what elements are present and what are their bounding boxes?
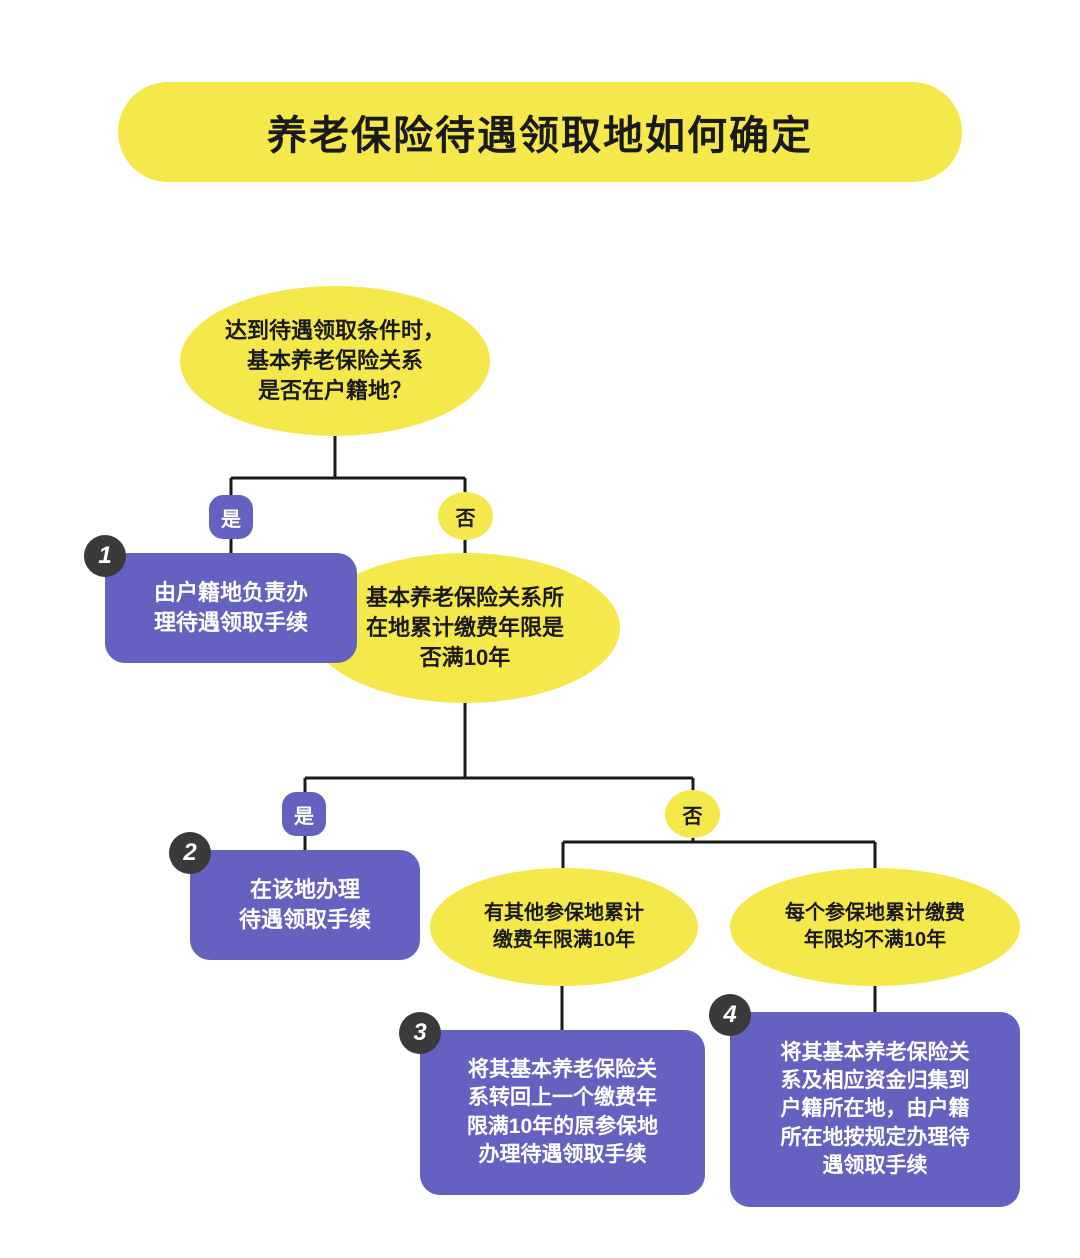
- label-yes-1: 是: [209, 495, 253, 539]
- result-3-text: 将其基本养老保险关系转回上一个缴费年限满10年的原参保地办理待遇领取手续: [467, 1056, 658, 1169]
- badge-3: 3: [399, 1012, 441, 1054]
- condition-q3a: 有其他参保地累计缴费年限满10年: [430, 868, 698, 986]
- result-box-1: 由户籍地负责办理待遇领取手续: [105, 553, 357, 663]
- condition-q3b-text: 每个参保地累计缴费年限均不满10年: [785, 900, 965, 954]
- result-box-4: 将其基本养老保险关系及相应资金归集到户籍所在地，由户籍所在地按规定办理待遇领取手…: [730, 1012, 1020, 1207]
- result-2-text: 在该地办理待遇领取手续: [239, 875, 371, 934]
- result-4-text: 将其基本养老保险关系及相应资金归集到户籍所在地，由户籍所在地按规定办理待遇领取手…: [781, 1039, 970, 1181]
- decision-q2-text: 基本养老保险关系所在地累计缴费年限是否满10年: [366, 583, 564, 672]
- result-box-3: 将其基本养老保险关系转回上一个缴费年限满10年的原参保地办理待遇领取手续: [420, 1030, 705, 1195]
- decision-q1-text: 达到待遇领取条件时，基本养老保险关系是否在户籍地？: [225, 316, 445, 405]
- result-box-2: 在该地办理待遇领取手续: [190, 850, 420, 960]
- title-pill: 养老保险待遇领取地如何确定: [118, 82, 962, 182]
- badge-1: 1: [84, 535, 126, 577]
- result-1-text: 由户籍地负责办理待遇领取手续: [154, 578, 308, 637]
- condition-q3a-text: 有其他参保地累计缴费年限满10年: [484, 900, 644, 954]
- title-text: 养老保险待遇领取地如何确定: [267, 103, 813, 161]
- label-no-1: 否: [438, 492, 493, 540]
- condition-q3b: 每个参保地累计缴费年限均不满10年: [730, 868, 1020, 986]
- badge-2: 2: [169, 832, 211, 874]
- badge-4: 4: [709, 994, 751, 1036]
- label-no-2: 否: [665, 790, 720, 838]
- decision-q1: 达到待遇领取条件时，基本养老保险关系是否在户籍地？: [180, 286, 490, 436]
- label-yes-2: 是: [282, 792, 326, 836]
- flowchart-canvas: 养老保险待遇领取地如何确定 达到待遇领取条件时，基本养老保险关系是否在户籍地？ …: [0, 0, 1080, 1258]
